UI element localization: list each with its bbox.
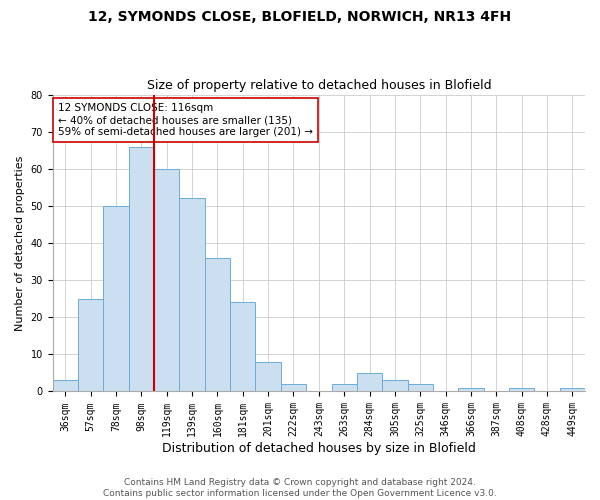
- Bar: [154, 169, 179, 392]
- Y-axis label: Number of detached properties: Number of detached properties: [15, 156, 25, 330]
- Bar: [357, 373, 382, 392]
- Bar: [230, 302, 256, 392]
- Title: Size of property relative to detached houses in Blofield: Size of property relative to detached ho…: [146, 79, 491, 92]
- Bar: [458, 388, 484, 392]
- Bar: [509, 388, 535, 392]
- X-axis label: Distribution of detached houses by size in Blofield: Distribution of detached houses by size …: [162, 442, 476, 455]
- Bar: [281, 384, 306, 392]
- Bar: [382, 380, 407, 392]
- Text: 12, SYMONDS CLOSE, BLOFIELD, NORWICH, NR13 4FH: 12, SYMONDS CLOSE, BLOFIELD, NORWICH, NR…: [88, 10, 512, 24]
- Bar: [129, 146, 154, 392]
- Text: 12 SYMONDS CLOSE: 116sqm
← 40% of detached houses are smaller (135)
59% of semi-: 12 SYMONDS CLOSE: 116sqm ← 40% of detach…: [58, 104, 313, 136]
- Bar: [560, 388, 585, 392]
- Bar: [103, 206, 129, 392]
- Text: Contains HM Land Registry data © Crown copyright and database right 2024.
Contai: Contains HM Land Registry data © Crown c…: [103, 478, 497, 498]
- Bar: [407, 384, 433, 392]
- Bar: [205, 258, 230, 392]
- Bar: [332, 384, 357, 392]
- Bar: [179, 198, 205, 392]
- Bar: [78, 298, 103, 392]
- Bar: [53, 380, 78, 392]
- Bar: [256, 362, 281, 392]
